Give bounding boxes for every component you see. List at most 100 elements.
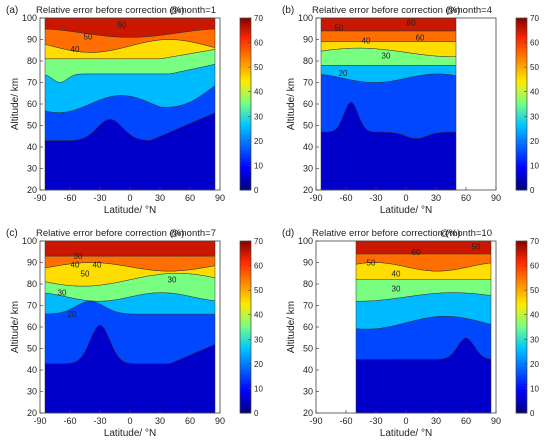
y-tick-label: 40: [27, 142, 37, 152]
colorbar-segment: [240, 344, 251, 348]
x-tick-label: 0: [127, 193, 132, 203]
colorbar-segment: [240, 22, 251, 26]
colorbar-segment: [240, 373, 251, 377]
colorbar-segment: [516, 258, 527, 262]
colorbar-segment: [240, 250, 251, 254]
colorbar-segment: [516, 116, 527, 120]
y-tick-label: 70: [303, 301, 313, 311]
colorbar-tick-label: 60: [530, 262, 539, 271]
y-tick-label: 90: [303, 35, 313, 45]
colorbar-tick-label: 10: [254, 161, 263, 170]
month-annotation: @month=1: [169, 5, 216, 16]
colorbar-segment: [516, 410, 527, 414]
colorbar-segment: [516, 69, 527, 73]
colorbar-segment: [240, 153, 251, 157]
colorbar-segment: [240, 304, 251, 308]
colorbar-segment: [240, 79, 251, 83]
colorbar-segment: [240, 361, 251, 365]
colorbar-segment: [240, 270, 251, 274]
colorbar-segment: [240, 241, 251, 244]
colorbar-segment: [516, 145, 527, 149]
contour-label: 40: [392, 269, 401, 278]
x-tick-label: -90: [309, 416, 322, 426]
colorbar-segment: [516, 344, 527, 348]
colorbar-tick-label: 70: [254, 237, 263, 246]
colorbar-segment: [516, 67, 527, 71]
contour-label: 50: [367, 259, 376, 268]
colorbar-frame: [239, 240, 252, 414]
contour-band-60-70: [44, 240, 216, 257]
colorbar-segment: [240, 287, 251, 291]
colorbar-segment: [240, 341, 251, 345]
colorbar-segment: [240, 158, 251, 162]
colorbar-segment: [240, 272, 251, 276]
contour-label: 60: [416, 33, 425, 42]
colorbar-segment: [240, 400, 251, 404]
colorbar-segment: [240, 123, 251, 127]
colorbar-segment: [516, 96, 527, 100]
colorbar-segment: [240, 381, 251, 385]
colorbar-tick-label: 30: [254, 335, 263, 344]
colorbar-segment: [516, 243, 527, 247]
colorbar-segment: [516, 356, 527, 360]
colorbar-segment: [240, 385, 251, 389]
colorbar-segment: [516, 322, 527, 326]
colorbar-segment: [516, 76, 527, 80]
colorbar-segment: [240, 351, 251, 355]
colorbar-tick-label: 70: [530, 14, 539, 23]
colorbar-segment: [516, 253, 527, 257]
colorbar-segment: [240, 280, 251, 284]
colorbar-segment: [516, 91, 527, 95]
colorbar-segment: [240, 37, 251, 41]
y-tick-label: 60: [27, 322, 37, 332]
colorbar-segment: [240, 180, 251, 184]
colorbar-segment: [240, 133, 251, 137]
y-tick-label: 100: [22, 13, 37, 23]
contour-label: 30: [382, 52, 391, 61]
colorbar-segment: [240, 410, 251, 414]
panel-d: 50 50 40 30 60 -90 -60 -30 0 30 60 90 20 30 40 50 60 70 80…: [282, 228, 539, 439]
colorbar-segment: [516, 187, 527, 191]
colorbar-segment: [240, 356, 251, 360]
contour-label: 60: [412, 248, 421, 257]
colorbar-segment: [516, 49, 527, 53]
colorbar-segment: [516, 155, 527, 159]
colorbar-segment: [240, 140, 251, 144]
colorbar-segment: [516, 385, 527, 389]
colorbar-segment: [240, 52, 251, 56]
contour-label: 40: [93, 261, 102, 270]
x-tick-label: 60: [461, 416, 471, 426]
y-tick-label: 30: [303, 164, 313, 174]
colorbar-segment: [240, 258, 251, 262]
colorbar-segment: [240, 116, 251, 120]
contour-label: 30: [168, 276, 177, 285]
colorbar-segment: [516, 158, 527, 162]
y-tick-label: 60: [303, 99, 313, 109]
x-tick-label: -60: [63, 193, 76, 203]
x-tick-label: 0: [403, 416, 408, 426]
colorbar-segment: [516, 25, 527, 29]
colorbar-segment: [516, 140, 527, 144]
colorbar-segment: [516, 94, 527, 98]
panel-a: 50 40 60 -90 -60 -30 0 30 60 90 20 30 40 50 60 70 80 90 10…: [6, 5, 263, 216]
y-tick-label: 20: [303, 408, 313, 418]
colorbar-segment: [240, 182, 251, 186]
colorbar-segment: [240, 175, 251, 179]
x-axis-label: Latitude/ °N: [380, 205, 432, 216]
colorbar-segment: [240, 187, 251, 191]
colorbar-tick-label: 30: [254, 112, 263, 121]
colorbar-segment: [240, 268, 251, 271]
colorbar-segment: [516, 47, 527, 51]
contour-label: 60: [118, 20, 127, 29]
colorbar-segment: [516, 167, 527, 171]
colorbar-segment: [516, 354, 527, 357]
colorbar-segment: [516, 339, 527, 343]
contour-label: 50: [472, 242, 481, 251]
colorbar-segment: [516, 57, 527, 61]
colorbar-segment: [516, 177, 527, 181]
y-tick-label: 50: [303, 344, 313, 354]
colorbar-segment: [240, 18, 251, 21]
panel-label: (d): [282, 228, 294, 239]
colorbar-segment: [516, 81, 527, 85]
